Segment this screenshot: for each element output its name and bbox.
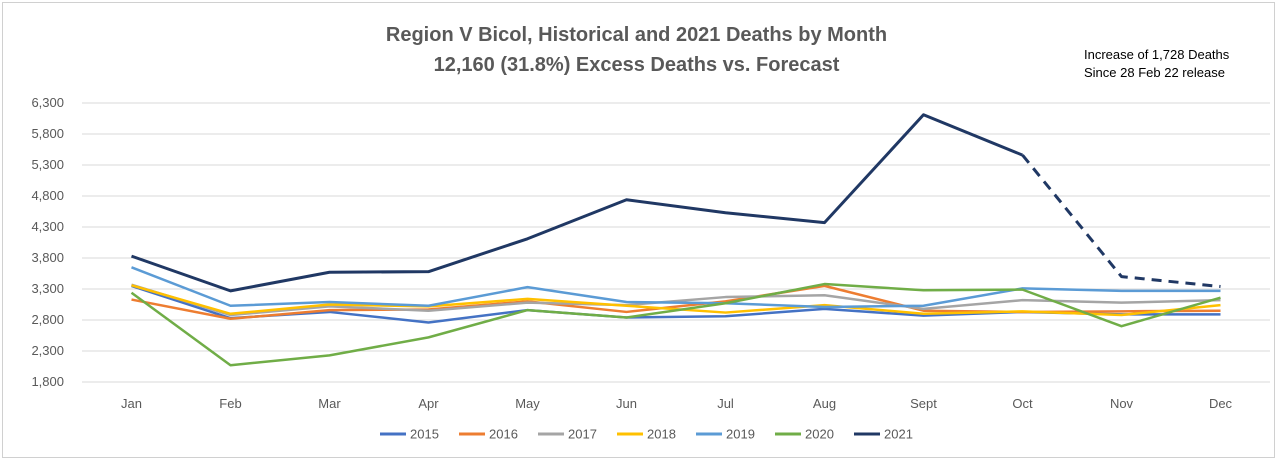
y-tick-label-4800: 4,800 [31,188,64,203]
legend-label-2021: 2021 [884,427,913,442]
chart-subtitle: 12,160 (31.8%) Excess Deaths vs. Forecas… [433,54,840,76]
y-tick-label-3300: 3,300 [31,281,64,296]
chart-title-block: Region V Bicol, Historical and 2021 Deat… [0,20,1273,80]
legend-label-2018: 2018 [647,427,676,442]
y-tick-label-3800: 3,800 [31,250,64,265]
x-tick-label-feb: Feb [219,396,241,411]
x-tick-label-jan: Jan [121,396,142,411]
chart-title: Region V Bicol, Historical and 2021 Deat… [385,24,888,46]
y-tick-label-5300: 5,300 [31,157,64,172]
legend-label-2020: 2020 [805,427,834,442]
x-tick-label-mar: Mar [318,396,341,411]
legend-label-2016: 2016 [489,427,518,442]
x-tick-label-apr: Apr [418,396,439,411]
annotation-line-2: Since 28 Feb 22 release [1084,65,1225,80]
series-line-2021 [131,113,1024,293]
legend-label-2019: 2019 [726,427,755,442]
series-line-2020 [130,282,1221,367]
series-line-2021-forecast [1021,154,1221,289]
x-tick-label-dec: Dec [1209,396,1233,411]
annotation-line-1: Increase of 1,728 Deaths [1084,47,1230,62]
y-tick-label-1800: 1,800 [31,374,64,389]
x-tick-label-nov: Nov [1110,396,1134,411]
series-line-2019 [131,266,1221,309]
x-tick-label-may: May [515,396,540,411]
y-tick-label-2800: 2,800 [31,312,64,327]
x-tick-label-oct: Oct [1012,396,1033,411]
x-tick-label-aug: Aug [813,396,836,411]
legend-label-2017: 2017 [568,427,597,442]
annotation-note: Increase of 1,728 Deaths Since 28 Feb 22… [1084,46,1229,82]
y-tick-label-5800: 5,800 [31,126,64,141]
y-tick-label-2300: 2,300 [31,343,64,358]
y-tick-label-6300: 6,300 [31,95,64,110]
legend-label-2015: 2015 [410,427,439,442]
series-line-2017 [131,283,1221,317]
y-tick-label-4300: 4,300 [31,219,64,234]
x-tick-label-sept: Sept [910,396,937,411]
x-tick-label-jun: Jun [616,396,637,411]
x-tick-label-jul: Jul [717,396,734,411]
